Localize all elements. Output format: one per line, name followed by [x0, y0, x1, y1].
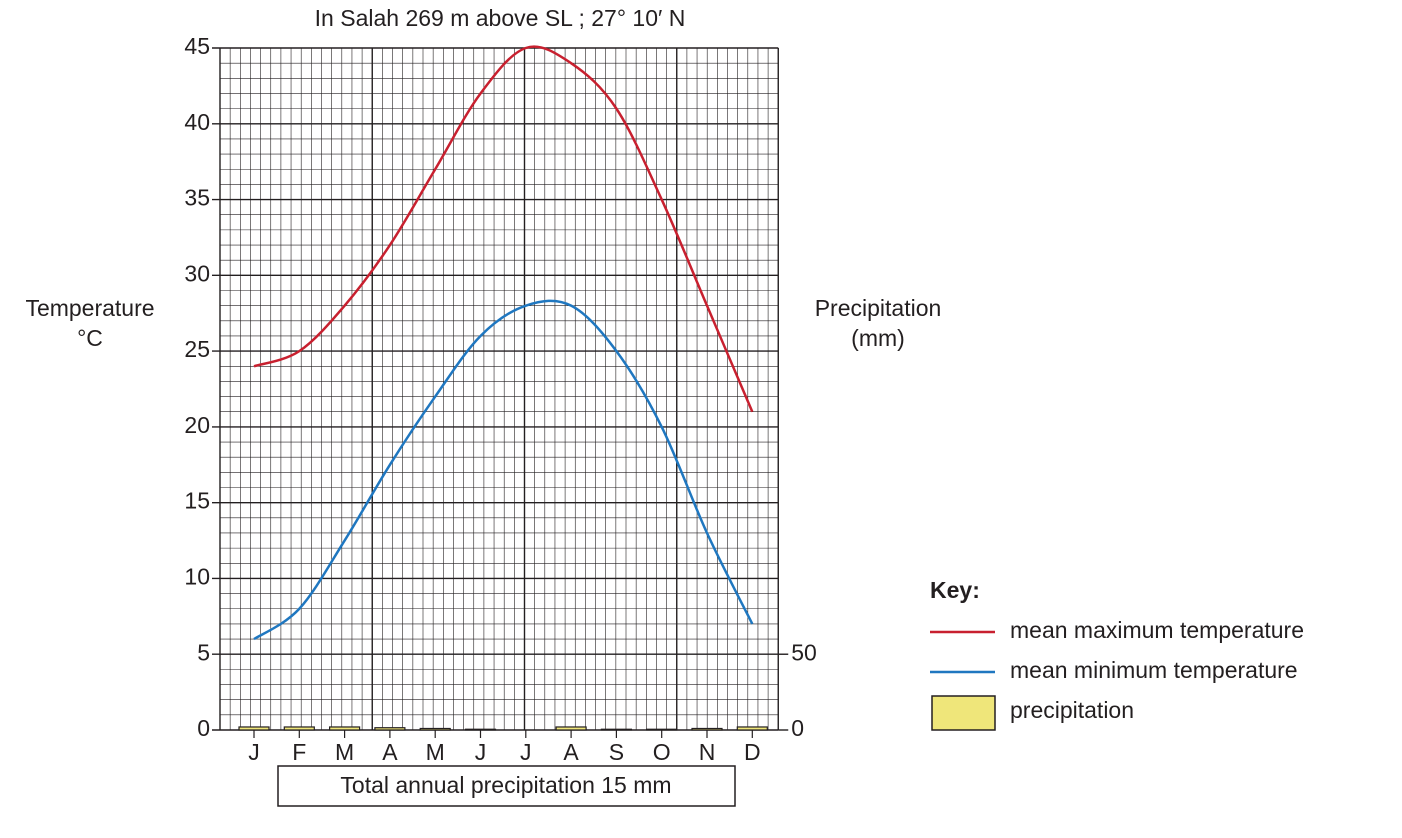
- line: [253, 299, 754, 641]
- y-tick-label: 35: [184, 185, 210, 211]
- legend-label: mean maximum temperature: [1010, 617, 1304, 643]
- bar: [374, 727, 406, 731]
- y2-tick-label: 0: [791, 715, 804, 741]
- bar: [464, 728, 497, 731]
- x-tick-label: M: [335, 739, 354, 765]
- y-axis-label: °C: [77, 325, 103, 351]
- x-tick-label: S: [609, 739, 624, 765]
- bar: [329, 726, 361, 731]
- chart-title: In Salah 269 m above SL ; 27° 10′ N: [315, 5, 686, 31]
- line: [253, 45, 754, 413]
- y2-tick-label: 50: [791, 639, 817, 665]
- bar: [238, 726, 270, 731]
- legend-label: mean minimum temperature: [1010, 657, 1298, 683]
- bar: [736, 726, 768, 731]
- y-tick-label: 5: [197, 639, 210, 665]
- legend-swatch: [931, 695, 996, 731]
- x-tick-label: J: [475, 739, 487, 765]
- y2-axis-label: Precipitation: [815, 295, 942, 321]
- y2-axis-label: (mm): [851, 325, 905, 351]
- bar: [600, 728, 633, 731]
- y-tick-label: 40: [184, 109, 210, 135]
- y-tick-label: 20: [184, 412, 210, 438]
- x-tick-label: A: [563, 739, 579, 765]
- y-axis-label: Temperature: [25, 295, 154, 321]
- x-tick-label: J: [248, 739, 260, 765]
- bar: [555, 726, 587, 731]
- x-tick-label: D: [744, 739, 761, 765]
- legend-label: precipitation: [1010, 697, 1134, 723]
- y-tick-label: 10: [184, 564, 210, 590]
- x-tick-label: N: [699, 739, 716, 765]
- y-tick-label: 30: [184, 260, 210, 286]
- y-tick-label: 45: [184, 33, 210, 59]
- x-tick-label: J: [520, 739, 532, 765]
- x-tick-label: M: [426, 739, 445, 765]
- bar: [283, 726, 315, 731]
- x-tick-label: O: [653, 739, 671, 765]
- bar: [691, 727, 723, 731]
- y-tick-label: 0: [197, 715, 210, 741]
- x-tick-label: F: [292, 739, 306, 765]
- bar: [419, 727, 451, 731]
- note: Total annual precipitation 15 mm: [340, 772, 671, 798]
- legend-title: Key:: [930, 577, 980, 603]
- y-tick-label: 25: [184, 336, 210, 362]
- bar: [646, 728, 678, 731]
- note-box: [277, 765, 736, 807]
- x-tick-label: A: [382, 739, 398, 765]
- y-tick-label: 15: [184, 488, 210, 514]
